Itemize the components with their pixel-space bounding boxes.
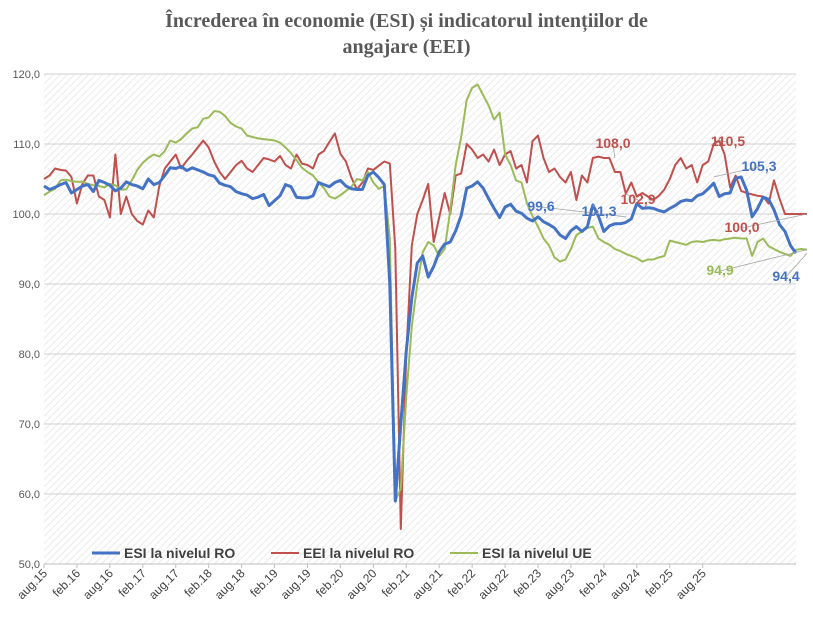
series-line-eei-la-nivelul-ro — [43, 132, 807, 530]
chart-title-line-1: Încrederea în economie (ESI) și indicato… — [165, 10, 648, 32]
annotation-connector — [785, 252, 808, 278]
legend-label: ESI la nivelul UE — [482, 545, 592, 561]
annotation-connector — [719, 249, 808, 272]
y-tick-label: 90,0 — [19, 279, 40, 291]
data-label: 108,0 — [595, 135, 630, 151]
data-label: 110,5 — [711, 133, 745, 149]
annotation-connector — [719, 140, 729, 143]
x-tick-label: aug.20 — [344, 566, 380, 602]
x-tick-label: aug.15 — [14, 566, 50, 602]
chart-title: Încrederea în economie (ESI) și indicato… — [0, 8, 813, 60]
annotation-connector — [592, 204, 600, 213]
series-line-esi-la-nivelul-ue — [43, 83, 808, 502]
x-tick-label: aug.24 — [607, 566, 643, 602]
chart-title-line-2: angajare (EEI) — [342, 36, 471, 58]
x-tick-label: aug.17 — [146, 566, 182, 602]
x-tick-label: aug.21 — [409, 566, 445, 602]
x-tick-label: feb.22 — [445, 566, 479, 600]
y-axis: 50,0 60,0 70,0 80,0 90,0 100,0 110,0 120,0 — [12, 69, 40, 571]
annotation-connector — [612, 143, 616, 159]
x-tick-label: feb.24 — [577, 566, 611, 600]
data-label: 94,9 — [706, 262, 733, 278]
gridlines — [44, 73, 796, 565]
data-label: 99,6 — [527, 198, 554, 214]
series-lines — [43, 83, 808, 530]
data-label: 105,3 — [741, 158, 776, 174]
y-tick-label: 60,0 — [19, 489, 40, 501]
legend-label: EEI la nivelul RO — [303, 545, 414, 561]
x-tick-label: aug.22 — [475, 566, 511, 602]
y-tick-label: 100,0 — [12, 209, 40, 221]
x-tick-label: feb.25 — [642, 566, 676, 600]
y-tick-label: 120,0 — [12, 69, 40, 81]
annotation-connectors — [540, 140, 808, 278]
y-tick-label: 80,0 — [19, 349, 40, 361]
y-tick-label: 50,0 — [19, 559, 40, 571]
x-tick-label: aug.25 — [673, 566, 709, 602]
x-tick-label: feb.23 — [511, 566, 545, 600]
x-tick-label: aug.23 — [541, 566, 577, 602]
x-tick-label: feb.20 — [313, 566, 347, 600]
legend: ESI la nivelul RO EEI la nivelul RO ESI la… — [92, 545, 592, 561]
y-tick-label: 70,0 — [19, 419, 40, 431]
annotation-connector — [713, 166, 760, 178]
x-tick-label: feb.21 — [379, 566, 413, 600]
x-tick-label: feb.16 — [50, 566, 84, 600]
data-label: 94,4 — [772, 268, 799, 284]
y-tick-label: 110,0 — [13, 139, 40, 151]
x-tick-label: feb.17 — [115, 566, 149, 600]
annotation-connector — [540, 206, 626, 218]
data-label: 100,0 — [724, 219, 759, 235]
x-tick-label: feb.19 — [247, 566, 281, 600]
data-label: 101,3 — [581, 203, 616, 219]
legend-label: ESI la nivelul RO — [124, 545, 235, 561]
x-tick-label: aug.19 — [278, 566, 314, 602]
plot-area — [44, 74, 796, 564]
series-line-esi-la-nivelul-ro — [43, 164, 798, 503]
data-labels: 99,6 101,3 105,3 94,4 108,0 102,9 110,5 100,0 94… — [527, 133, 799, 284]
x-tick-label: aug.16 — [80, 566, 116, 602]
annotation-connector — [625, 193, 639, 201]
annotation-connector — [741, 213, 808, 229]
data-label: 102,9 — [620, 191, 655, 207]
x-tick-label: feb.18 — [181, 566, 215, 600]
x-tick-label: aug.18 — [212, 566, 248, 602]
